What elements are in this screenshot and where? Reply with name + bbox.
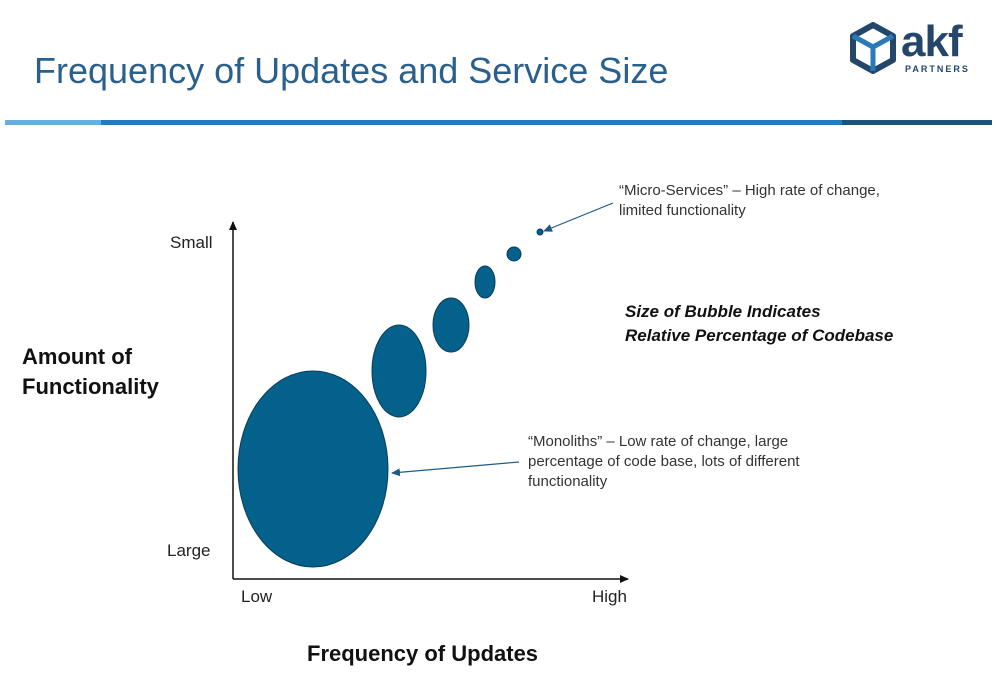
micro-services-annotation-line1: “Micro-Services” – High rate of change, <box>619 182 880 199</box>
micro-services-annotation: “Micro-Services” – High rate of change, … <box>619 181 880 221</box>
page-title: Frequency of Updates and Service Size <box>34 50 669 91</box>
y-axis-title-line2: Functionality <box>22 374 159 399</box>
monoliths-arrow <box>391 461 520 477</box>
bubble-size-note-line2: Relative Percentage of Codebase <box>625 326 894 345</box>
bubble-4 <box>474 265 496 299</box>
title-divider <box>5 120 992 125</box>
bubble-group <box>237 228 544 568</box>
x-axis-right-label: High <box>592 587 627 606</box>
monoliths-annotation-line1: “Monoliths” – Low rate of change, large <box>528 433 789 450</box>
y-axis-title-line1: Amount of <box>22 344 132 369</box>
monoliths-annotation-line2: percentage of code base, lots of differe… <box>528 453 800 470</box>
bubble-monolith <box>237 370 389 568</box>
bubble-size-note: Size of Bubble Indicates Relative Percen… <box>625 300 893 348</box>
bubble-3 <box>432 297 470 353</box>
bubble-size-note-line1: Size of Bubble Indicates <box>625 302 821 321</box>
hexagon-cube-icon <box>850 22 896 74</box>
bubble-2 <box>371 324 427 418</box>
logo-wordmark: akf <box>901 17 963 66</box>
y-axis-bottom-label: Large <box>167 541 211 560</box>
x-axis-title: Frequency of Updates <box>307 641 539 666</box>
micro-services-annotation-line2: limited functionality <box>619 202 746 219</box>
x-axis-left-label: Low <box>241 587 273 606</box>
bubble-micro-service <box>536 228 544 236</box>
logo-subtitle: PARTNERS <box>905 64 970 74</box>
monoliths-annotation: “Monoliths” – Low rate of change, large … <box>528 432 800 492</box>
y-axis-title: Amount of Functionality <box>22 342 159 402</box>
micro-services-arrow <box>543 202 614 232</box>
y-axis-top-label: Small <box>170 233 213 252</box>
bubble-5 <box>506 246 522 262</box>
monoliths-annotation-line3: functionality <box>528 473 608 490</box>
akf-partners-logo: akf PARTNERS <box>847 18 987 77</box>
